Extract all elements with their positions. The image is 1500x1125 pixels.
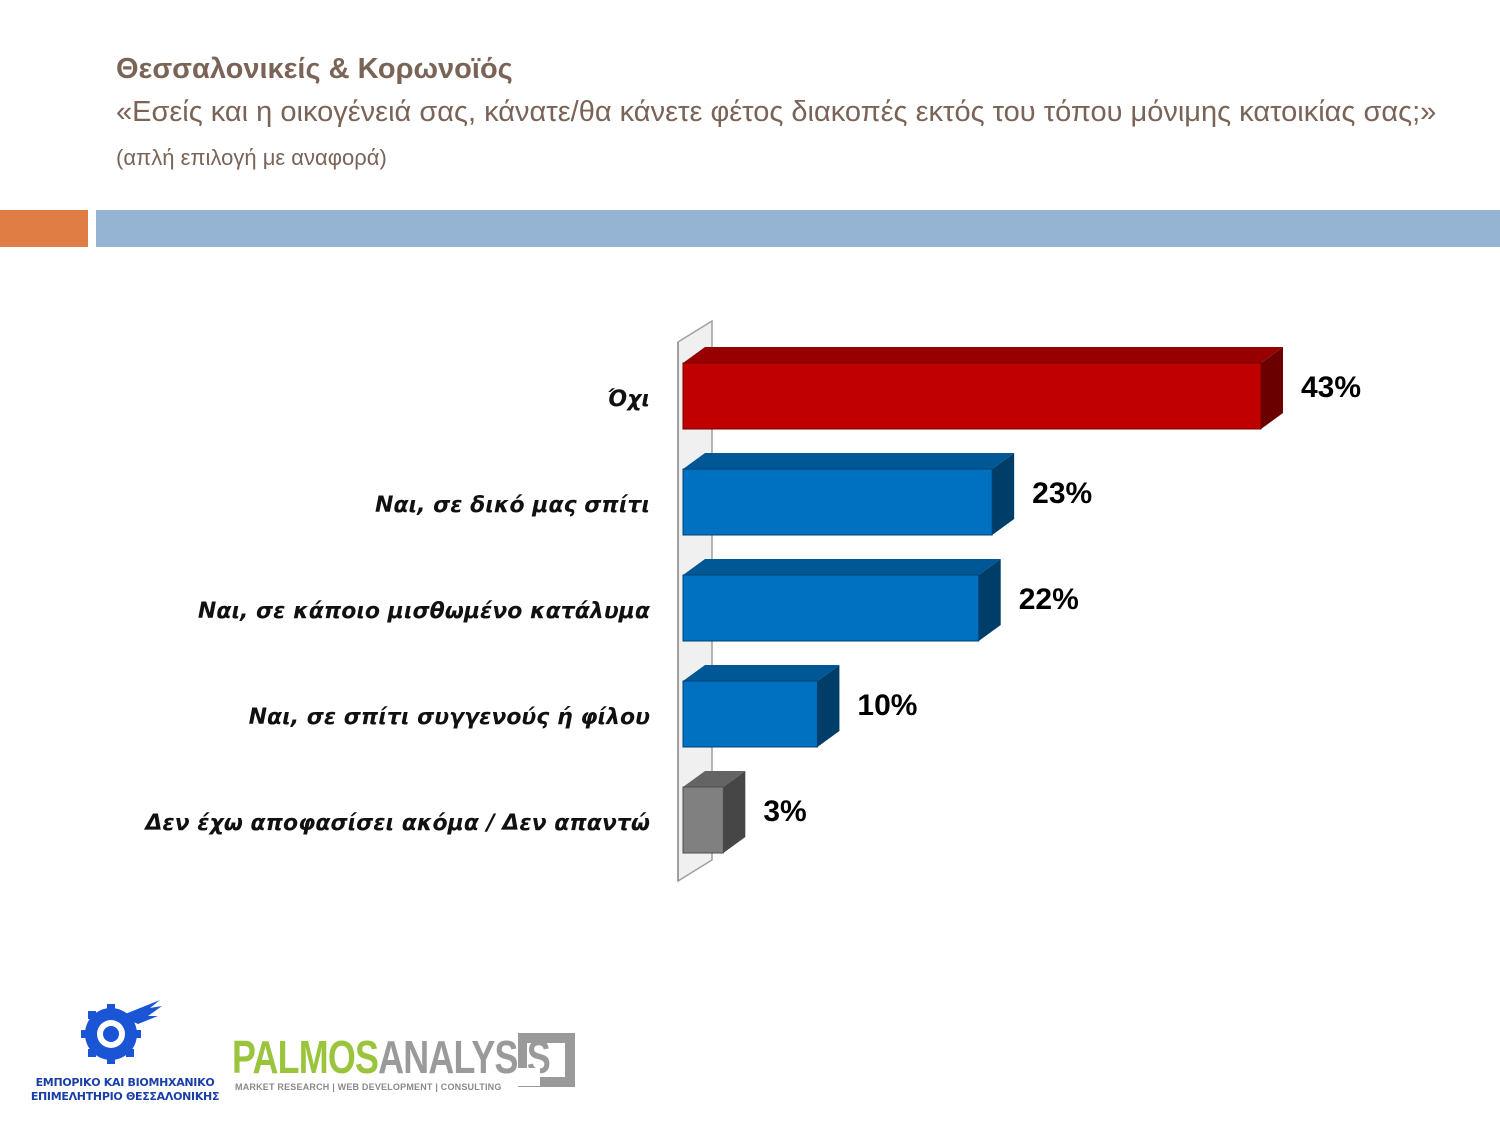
data-label: 43% — [1301, 371, 1362, 404]
palmos-logo: PALMOSANALYSIS — [232, 1030, 551, 1084]
palmos-square-icon — [518, 1033, 575, 1087]
accent-bar-orange — [0, 210, 88, 247]
data-label: 10% — [857, 689, 918, 722]
chart-canvas — [677, 319, 1283, 883]
bar-chart: Όχι 43% Ναι, σε δικό μας σπίτι 23% Ναι, σε κ… — [0, 300, 1500, 920]
bar-top-face — [683, 771, 746, 787]
footer-logos: ΕΜΠΟΡΙΚΟ ΚΑΙ ΒΙΟΜΗΧΑΝΙΚΟ ΕΠΙΜΕΛΗΤΗΡΙΟ ΘΕ… — [0, 990, 700, 1120]
survey-question: «Εσείς και η οικογένειά σας, κάνατε/θα κ… — [116, 90, 1456, 180]
bar — [682, 468, 993, 536]
chamber-name: ΕΜΠΟΡΙΚΟ ΚΑΙ ΒΙΟΜΗΧΑΝΙΚΟ ΕΠΙΜΕΛΗΤΗΡΙΟ ΘΕ… — [20, 1076, 230, 1104]
category-label: Δεν έχω αποφασίσει ακόμα / Δεν απαντώ — [145, 811, 650, 836]
question-text: «Εσείς και η οικογένειά σας, κάνατε/θα κ… — [116, 96, 1437, 128]
slide-title: Θεσσαλονικείς & Κορωνοϊός — [116, 53, 513, 85]
wing-icon — [120, 1000, 162, 1024]
bar-top-face — [683, 347, 1283, 363]
bar-side-face — [723, 771, 746, 853]
chamber-logo — [81, 1000, 162, 1064]
data-label: 23% — [1032, 477, 1093, 510]
category-label: Ναι, σε σπίτι συγγενούς ή φίλου — [248, 705, 650, 730]
category-label: Ναι, σε δικό μας σπίτι — [375, 493, 650, 518]
slide-header: Θεσσαλονικείς & Κορωνοϊός «Εσείς και η ο… — [116, 48, 1456, 180]
category-label: Όχι — [607, 387, 650, 412]
bar — [682, 680, 818, 748]
bar — [682, 574, 980, 642]
bar-top-face — [683, 559, 1001, 575]
data-label: 22% — [1018, 583, 1079, 616]
accent-bar-blue — [96, 210, 1500, 247]
bar-side-face — [817, 665, 840, 747]
data-label: 3% — [763, 795, 807, 828]
bar-side-face — [978, 559, 1001, 641]
palmos-logo-part1: PALMOS — [232, 1031, 379, 1083]
bar-side-face — [992, 453, 1015, 535]
chamber-name-line1: ΕΜΠΟΡΙΚΟ ΚΑΙ ΒΙΟΜΗΧΑΝΙΚΟ — [35, 1076, 215, 1089]
bar-side-face — [1261, 347, 1283, 429]
bar-top-face — [683, 665, 840, 681]
bar — [682, 786, 724, 854]
chamber-name-line2: ΕΠΙΜΕΛΗΤΗΡΙΟ ΘΕΣΣΑΛΟΝΙΚΗΣ — [30, 1090, 220, 1103]
category-label: Ναι, σε κάποιο μισθωμένο κατάλυμα — [197, 599, 650, 624]
palmos-tagline: MARKET RESEARCH | WEB DEVELOPMENT | CONS… — [235, 1082, 502, 1092]
question-note: (απλή επιλογή με αναφορά) — [116, 145, 387, 170]
bar-top-face — [683, 453, 1015, 469]
bar — [682, 362, 1262, 430]
